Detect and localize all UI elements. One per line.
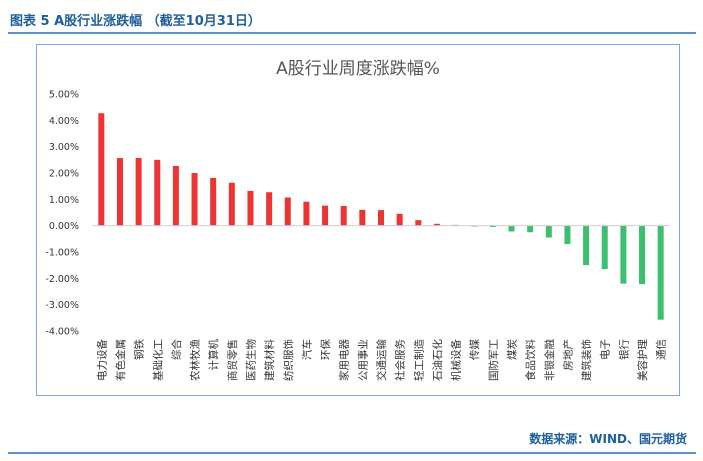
y-tick-label: -2.00% [45, 274, 79, 285]
bar [508, 225, 515, 232]
x-tick-label: 家用电器 [338, 339, 351, 381]
bar [210, 178, 217, 226]
x-tick-label: 有色金属 [114, 339, 127, 381]
y-tick-label: 3.00% [49, 142, 79, 153]
y-tick-label: 1.00% [49, 195, 79, 206]
x-tick-label: 非银金融 [543, 339, 556, 381]
y-axis: 5.00% 4.00% 3.00% 2.00% 1.00% 0.00% -1.00% -2.0… [45, 90, 79, 338]
bar [359, 209, 366, 226]
bar [98, 113, 105, 226]
x-tick-label: 建筑装饰 [580, 339, 593, 381]
bar [489, 225, 496, 227]
bar [340, 205, 347, 226]
x-tick-label: 食品饮料 [524, 339, 537, 381]
x-axis-labels: 电力设备 有色金属 钢铁 基础化工 综合 农林牧渔 计算机 商贸零售 医药生物 建筑材料 纺织服饰汽… [95, 339, 667, 381]
x-tick-label: 银行 [617, 339, 630, 360]
y-tick-label: 5.00% [49, 90, 79, 101]
bar [303, 201, 310, 226]
bar [116, 157, 123, 226]
bar [135, 157, 142, 226]
source-note: 数据来源：WIND、国元期货 [529, 432, 687, 446]
x-tick-label: 商贸零售 [226, 339, 239, 381]
x-tick-label: 电子 [599, 339, 612, 360]
x-tick-label: 国防军工 [487, 339, 500, 381]
bar [154, 159, 161, 226]
x-tick-label: 石油石化 [431, 339, 444, 381]
x-tick-label: 公用事业 [356, 339, 369, 381]
title-divider [8, 32, 696, 34]
figure-title: 图表 5 A股行业涨跌幅 （截至10月31日） [10, 14, 261, 29]
x-tick-label: 建筑材料 [263, 339, 276, 381]
bar [172, 165, 179, 226]
x-tick-label: 纺织服饰 [282, 339, 295, 381]
bar [545, 225, 552, 238]
bar [378, 210, 384, 226]
x-tick-label: 农林牧渔 [189, 339, 202, 381]
x-tick-label: 基础化工 [151, 339, 164, 381]
x-tick-label: 煤炭 [506, 339, 519, 360]
x-tick-label: 环保 [319, 339, 332, 360]
y-tick-label: 0.00% [49, 221, 79, 232]
x-tick-label: 轻工制造 [412, 339, 425, 381]
bar [228, 182, 235, 226]
y-tick-label: 4.00% [49, 116, 79, 127]
x-tick-label: 社会服务 [394, 339, 407, 381]
x-tick-label: 综合 [170, 339, 183, 360]
y-tick-label: 2.00% [49, 169, 79, 180]
bar [527, 225, 534, 233]
bar [266, 192, 273, 226]
x-tick-label: 交通运输 [375, 339, 388, 381]
y-tick-label: -1.00% [45, 248, 79, 259]
y-tick-label: -3.00% [45, 300, 79, 311]
bar [247, 190, 254, 226]
bar [322, 205, 329, 226]
x-tick-label: 通信 [656, 339, 668, 360]
x-tick-label: 房地产 [561, 339, 574, 371]
bar [564, 225, 571, 245]
bar [583, 225, 590, 266]
y-tick-label: -4.00% [45, 327, 79, 338]
x-tick-label: 计算机 [207, 339, 220, 371]
x-tick-label: 美容护理 [636, 339, 649, 381]
x-tick-label: 传媒 [468, 339, 481, 360]
bar [601, 225, 608, 270]
bottom-divider [8, 452, 696, 454]
x-tick-label: 医药生物 [244, 339, 257, 381]
bar-series [98, 113, 664, 320]
bar [191, 173, 198, 226]
bar [415, 220, 422, 226]
x-tick-label: 钢铁 [133, 339, 146, 360]
x-tick-label: 电力设备 [95, 339, 108, 381]
bar [620, 225, 627, 284]
chart-frame [36, 44, 680, 396]
x-tick-label: 机械设备 [450, 339, 463, 381]
chart-title: A股行业周度涨跌幅% [276, 59, 440, 79]
bar [657, 225, 664, 320]
bar [284, 197, 291, 226]
bar [396, 213, 403, 226]
x-tick-label: 汽车 [300, 339, 313, 360]
bar [433, 223, 440, 226]
bar [639, 225, 646, 285]
bar-chart: A股行业周度涨跌幅% 5.00% 4.00% 3.00% 2.00% 1.00% 0.00… [45, 59, 670, 381]
